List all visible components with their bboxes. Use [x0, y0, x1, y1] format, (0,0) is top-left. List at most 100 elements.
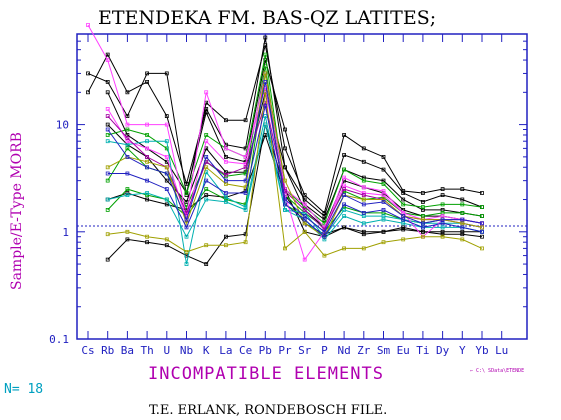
series-line: [107, 124, 483, 265]
data-point: [125, 237, 130, 242]
data-point: [105, 90, 110, 95]
data-point: [145, 197, 150, 202]
data-point: [86, 23, 90, 27]
data-point: [184, 210, 189, 215]
data-point: [440, 187, 445, 192]
data-point: [204, 262, 209, 267]
y-tick-label: 0.1: [49, 333, 69, 346]
data-point: [263, 122, 268, 127]
data-point: [204, 187, 209, 192]
data-point: [145, 191, 150, 195]
data-point: [223, 159, 228, 164]
data-point: [105, 232, 110, 237]
data-point: [381, 154, 386, 159]
x-axis: Cs Rb Ba Th U Nb K La Ce Pb Pr Sr P Nd Zr Sm Eu Ti Dy Y Yb Lu: [81, 34, 508, 357]
series-line: [107, 105, 483, 238]
data-point: [440, 221, 445, 226]
data-point: [223, 191, 228, 195]
data-point: [322, 229, 327, 234]
data-point: [401, 221, 406, 226]
x-tick-label: La: [219, 344, 232, 357]
data-point: [342, 133, 347, 137]
plot-frame: [76, 33, 528, 340]
data-point: [223, 146, 228, 151]
data-point: [164, 122, 169, 127]
data-point: [145, 159, 150, 164]
data-point: [420, 191, 425, 195]
data-point: [342, 225, 347, 230]
series-8: [105, 64, 484, 230]
data-point: [204, 90, 209, 95]
data-point: [105, 207, 110, 212]
data-point: [361, 197, 366, 202]
data-point: [223, 243, 228, 248]
data-point: [145, 193, 150, 198]
data-point: [480, 205, 484, 210]
data-point: [125, 171, 130, 176]
data-point: [204, 110, 209, 115]
data-point: [381, 195, 386, 200]
data-point: [420, 225, 425, 230]
data-point: [342, 167, 347, 172]
x-tick-label: Nd: [337, 344, 350, 357]
data-point: [342, 153, 347, 157]
data-point: [86, 71, 90, 76]
data-point: [283, 178, 287, 183]
data-point: [164, 187, 169, 192]
data-point: [460, 202, 465, 207]
data-point: [361, 229, 366, 234]
data-point: [125, 154, 130, 159]
data-point: [125, 193, 130, 198]
data-point: [322, 253, 327, 258]
data-point: [184, 262, 189, 267]
data-point: [381, 214, 386, 219]
x-tick-label: Th: [140, 344, 153, 357]
data-point: [243, 118, 248, 123]
data-point: [460, 232, 465, 237]
x-tick-label: Ba: [121, 344, 134, 357]
data-point: [420, 217, 425, 222]
series-13: [105, 71, 484, 239]
data-point: [322, 234, 327, 239]
x-tick-label: Dy: [436, 344, 450, 357]
data-point: [204, 197, 209, 202]
data-point: [204, 165, 209, 170]
data-point: [164, 243, 169, 248]
data-point: [302, 257, 307, 262]
data-point: [204, 107, 209, 111]
data-point: [145, 122, 150, 127]
data-point: [302, 202, 307, 207]
x-tick-label: Eu: [397, 344, 410, 357]
data-point: [184, 249, 189, 254]
data-point: [361, 202, 366, 207]
data-point: [480, 191, 484, 195]
data-point: [204, 133, 209, 137]
series-6: [105, 122, 484, 267]
x-tick-label: Ti: [416, 344, 429, 357]
data-point: [204, 139, 209, 144]
data-point: [283, 207, 287, 212]
data-point: [440, 217, 445, 222]
data-point: [223, 172, 228, 177]
data-point: [105, 122, 110, 127]
data-point: [145, 80, 150, 84]
data-point: [105, 165, 110, 170]
series-18: [105, 103, 484, 239]
data-point: [302, 221, 307, 226]
data-point: [480, 234, 484, 239]
data-point: [263, 35, 268, 40]
data-point: [460, 197, 465, 202]
data-point: [460, 229, 465, 234]
series-15: [105, 90, 484, 258]
data-point: [184, 217, 189, 222]
data-point: [243, 191, 248, 195]
data-point: [460, 217, 465, 222]
data-point: [263, 114, 268, 118]
data-point: [86, 90, 90, 95]
data-point: [125, 122, 130, 127]
data-point: [145, 139, 150, 144]
data-point: [342, 187, 347, 192]
data-point: [105, 257, 110, 262]
data-point: [361, 146, 366, 151]
data-point: [361, 232, 366, 237]
